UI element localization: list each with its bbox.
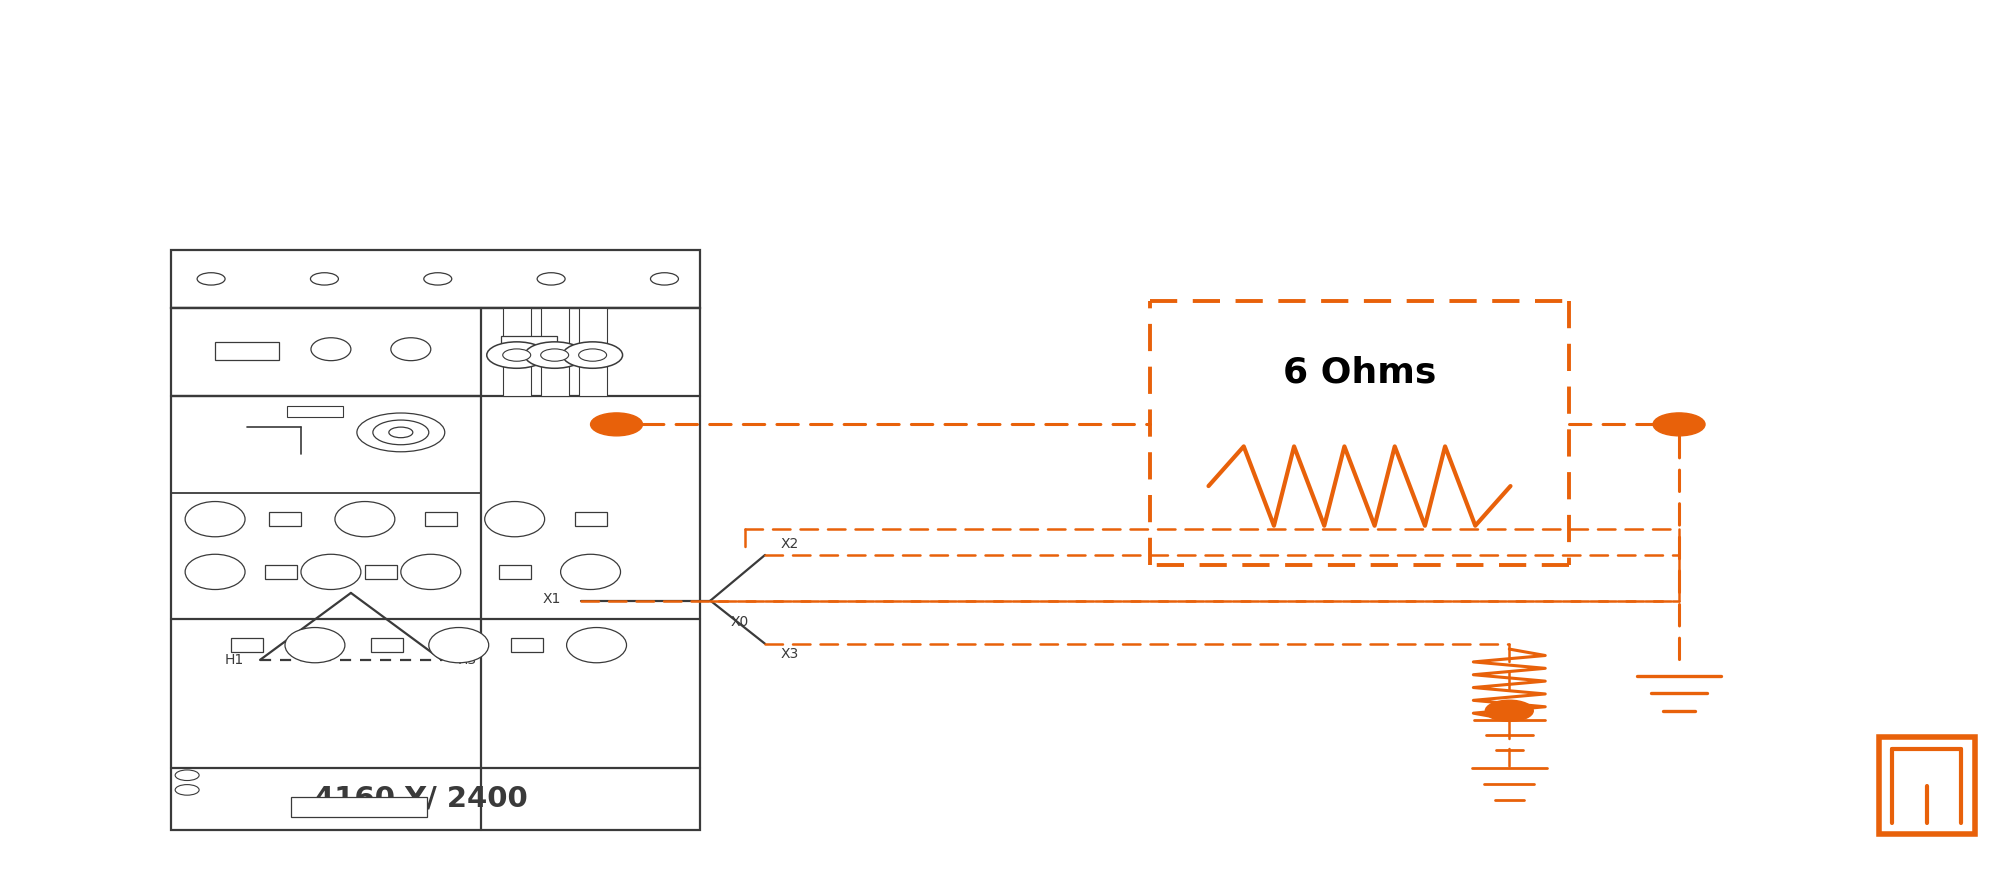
Ellipse shape — [300, 554, 360, 590]
Ellipse shape — [334, 501, 394, 537]
Bar — [578, 309, 606, 396]
Bar — [502, 309, 530, 396]
Ellipse shape — [390, 338, 430, 361]
Circle shape — [310, 273, 338, 285]
Circle shape — [1654, 413, 1706, 436]
Text: H2: H2 — [342, 563, 360, 577]
Ellipse shape — [400, 554, 460, 590]
Bar — [510, 638, 542, 652]
Bar — [370, 638, 402, 652]
Circle shape — [1486, 700, 1534, 721]
Text: H3: H3 — [458, 653, 476, 667]
Bar — [266, 565, 296, 579]
Text: X2: X2 — [782, 537, 800, 552]
Circle shape — [176, 785, 200, 796]
Bar — [1878, 737, 1974, 834]
Circle shape — [176, 770, 200, 781]
Circle shape — [538, 273, 566, 285]
Bar — [172, 309, 700, 830]
Text: H1: H1 — [224, 653, 244, 667]
Circle shape — [524, 342, 584, 369]
Bar — [232, 638, 264, 652]
Ellipse shape — [310, 338, 350, 361]
Ellipse shape — [186, 554, 246, 590]
Bar — [424, 512, 456, 526]
Bar — [270, 512, 300, 526]
Bar — [172, 249, 700, 309]
Ellipse shape — [186, 501, 246, 537]
Circle shape — [562, 342, 622, 369]
Circle shape — [424, 273, 452, 285]
Circle shape — [590, 413, 642, 436]
Bar — [290, 797, 426, 817]
Circle shape — [486, 342, 546, 369]
Bar — [540, 309, 568, 396]
Circle shape — [198, 273, 226, 285]
Text: 6 Ohms: 6 Ohms — [1282, 355, 1436, 389]
Bar — [574, 512, 606, 526]
Ellipse shape — [428, 628, 488, 663]
Circle shape — [650, 273, 678, 285]
Ellipse shape — [566, 628, 626, 663]
Bar — [364, 565, 396, 579]
Text: X1: X1 — [542, 592, 562, 606]
Bar — [500, 336, 556, 355]
Circle shape — [578, 349, 606, 362]
Text: X3: X3 — [782, 647, 800, 661]
Bar — [286, 406, 342, 416]
Ellipse shape — [560, 554, 620, 590]
Bar — [216, 342, 280, 360]
Circle shape — [502, 349, 530, 362]
Ellipse shape — [484, 501, 544, 537]
Text: 4160 Y/ 2400: 4160 Y/ 2400 — [314, 785, 528, 813]
Bar — [498, 565, 530, 579]
Text: X0: X0 — [730, 614, 748, 629]
Ellipse shape — [284, 628, 344, 663]
Circle shape — [540, 349, 568, 362]
